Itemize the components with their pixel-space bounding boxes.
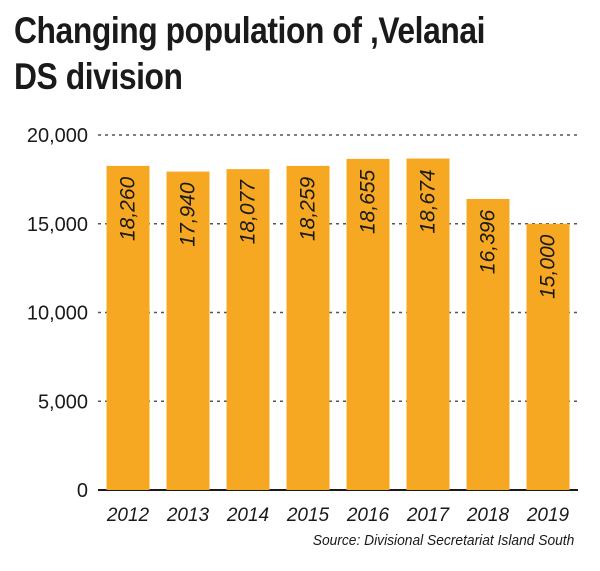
x-tick-label: 2015: [286, 505, 330, 526]
bar-value-label: 17,940: [177, 182, 200, 247]
x-tick-label: 2019: [526, 505, 570, 526]
bar-value-label: 18,655: [357, 169, 380, 234]
bar-value-label: 16,396: [477, 210, 500, 275]
y-tick-label: 15,000: [27, 214, 88, 236]
bar: [166, 171, 210, 490]
bar-value-label: 18,260: [117, 176, 140, 241]
x-axis-ticks: 2012 2013 2014 2015 2016 2017 2018 2019: [106, 505, 570, 526]
x-tick-label: 2014: [226, 505, 269, 526]
bar-value-label: 18,259: [297, 176, 320, 241]
x-tick-label: 2017: [406, 505, 451, 526]
y-axis-ticks: 0 5,000 10,000 15,000 20,000: [27, 125, 88, 502]
bar-value-label: 15,000: [537, 234, 560, 299]
bar: [406, 158, 450, 490]
bars: [106, 158, 570, 491]
bar: [106, 165, 150, 490]
y-tick-label: 10,000: [27, 303, 88, 325]
bar: [346, 158, 390, 490]
data-labels: 18,260 17,940 18,077 18,259 18,655 18,674 16,3…: [117, 169, 560, 298]
chart-title: Changing population of ,Velanai DS divis…: [14, 10, 494, 97]
bar: [466, 198, 510, 490]
bar: [286, 165, 330, 490]
x-tick-label: 2012: [106, 505, 150, 526]
x-tick-label: 2016: [346, 505, 390, 526]
bar-value-label: 18,674: [417, 169, 440, 233]
y-tick-label: 5,000: [38, 391, 88, 413]
x-tick-label: 2018: [466, 505, 510, 526]
y-tick-label: 20,000: [27, 125, 88, 147]
y-tick-label: 0: [77, 480, 88, 502]
bar: [526, 223, 570, 490]
bar: [226, 169, 270, 491]
source-note: Source: Divisional Secretariat Island So…: [312, 532, 574, 549]
x-tick-label: 2013: [166, 505, 210, 526]
bar-value-label: 18,077: [237, 179, 260, 245]
